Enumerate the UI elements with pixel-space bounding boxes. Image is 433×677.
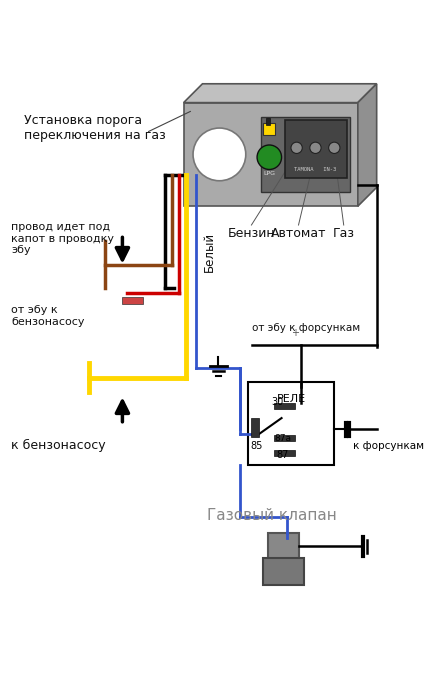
Text: Автомат: Автомат bbox=[271, 227, 326, 240]
Bar bbox=[268, 533, 298, 559]
Circle shape bbox=[310, 142, 321, 154]
Text: Газовый клапан: Газовый клапан bbox=[207, 508, 337, 523]
Text: Установка порога
переключения на газ: Установка порога переключения на газ bbox=[23, 114, 165, 142]
Circle shape bbox=[329, 142, 340, 154]
Text: от эбу к
бензонасосу: от эбу к бензонасосу bbox=[11, 305, 85, 327]
Bar bbox=[274, 403, 295, 409]
Text: LPG: LPG bbox=[263, 171, 275, 176]
Circle shape bbox=[291, 142, 302, 154]
Text: к бензонасосу: к бензонасосу bbox=[11, 439, 106, 452]
Text: к форсункам: к форсункам bbox=[353, 441, 424, 451]
Bar bbox=[252, 418, 259, 437]
Bar bbox=[265, 118, 270, 125]
Text: РЕЛЕ: РЕЛЕ bbox=[276, 393, 306, 403]
FancyBboxPatch shape bbox=[184, 103, 358, 206]
FancyBboxPatch shape bbox=[261, 116, 350, 192]
Text: 87: 87 bbox=[276, 450, 288, 460]
Text: от эбу к форсункам: от эбу к форсункам bbox=[252, 324, 361, 333]
Bar bbox=[263, 559, 304, 585]
Text: провод идет под
капот в проводку
эбу: провод идет под капот в проводку эбу bbox=[11, 222, 114, 255]
Polygon shape bbox=[184, 84, 377, 103]
Bar bbox=[263, 123, 275, 135]
Text: 85: 85 bbox=[250, 441, 263, 451]
Text: +: + bbox=[291, 328, 299, 338]
Circle shape bbox=[193, 128, 246, 181]
Text: Белый: Белый bbox=[203, 232, 216, 271]
Text: TAMONA   IN-3: TAMONA IN-3 bbox=[294, 167, 336, 172]
Text: 30: 30 bbox=[271, 397, 284, 408]
Circle shape bbox=[257, 145, 281, 169]
Text: Газ: Газ bbox=[333, 227, 355, 240]
FancyBboxPatch shape bbox=[285, 120, 346, 178]
Text: 87a: 87a bbox=[274, 434, 291, 443]
Polygon shape bbox=[358, 84, 377, 206]
Bar bbox=[274, 435, 295, 441]
Bar bbox=[123, 297, 143, 304]
Bar bbox=[274, 450, 295, 456]
Text: Бензин: Бензин bbox=[228, 227, 275, 240]
FancyBboxPatch shape bbox=[248, 383, 334, 465]
